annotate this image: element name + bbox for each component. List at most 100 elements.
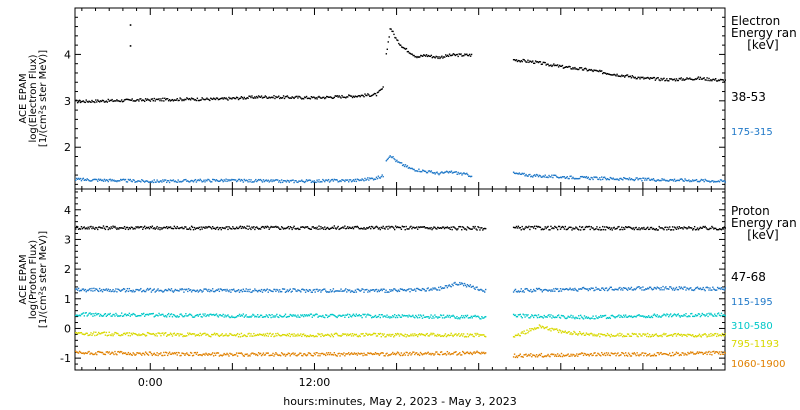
data-point xyxy=(180,313,182,315)
data-point xyxy=(457,284,459,286)
data-point xyxy=(166,289,169,292)
data-point xyxy=(373,353,376,356)
data-point xyxy=(631,228,634,230)
data-point xyxy=(458,53,460,55)
data-point xyxy=(277,96,279,98)
data-point xyxy=(715,80,718,82)
data-point xyxy=(212,355,215,357)
data-point xyxy=(672,354,675,357)
data-point xyxy=(411,352,413,355)
data-point xyxy=(611,352,613,355)
data-point xyxy=(336,95,338,97)
data-point xyxy=(105,179,108,181)
data-point xyxy=(621,74,623,76)
data-point xyxy=(88,179,90,182)
data-point xyxy=(585,354,588,356)
data-point xyxy=(561,330,564,332)
data-point xyxy=(605,73,608,75)
data-point xyxy=(560,65,563,67)
data-point xyxy=(364,313,366,316)
data-point xyxy=(92,290,94,292)
data-point xyxy=(157,98,159,101)
data-point xyxy=(580,352,583,354)
data-point xyxy=(320,97,322,99)
data-point xyxy=(348,289,351,291)
data-point xyxy=(226,226,228,228)
data-point xyxy=(437,333,439,336)
data-point xyxy=(637,354,639,356)
data-point xyxy=(598,353,600,355)
data-point xyxy=(613,73,615,76)
data-point xyxy=(203,288,205,290)
data-point xyxy=(368,333,370,336)
data-point xyxy=(311,96,313,99)
data-point xyxy=(325,290,327,292)
data-point xyxy=(655,315,658,318)
data-point xyxy=(276,96,278,99)
data-point xyxy=(663,289,665,291)
data-point xyxy=(366,354,368,356)
data-point xyxy=(560,332,563,334)
data-point xyxy=(702,334,704,336)
data-point xyxy=(237,315,240,317)
data-point xyxy=(255,97,257,99)
data-point xyxy=(216,226,219,229)
data-point xyxy=(112,313,114,316)
data-point xyxy=(259,96,262,99)
data-point xyxy=(688,78,690,80)
data-point xyxy=(381,88,383,90)
data-point xyxy=(712,333,714,336)
data-point xyxy=(160,98,162,100)
data-point xyxy=(670,315,673,318)
data-point xyxy=(90,313,92,316)
data-point xyxy=(111,98,113,101)
data-point xyxy=(536,326,539,329)
data-point xyxy=(365,332,367,335)
data-point xyxy=(268,354,270,357)
data-point xyxy=(682,315,684,317)
data-point xyxy=(374,332,377,335)
data-point xyxy=(223,316,225,318)
data-point xyxy=(173,314,176,316)
data-point xyxy=(323,179,325,182)
data-point xyxy=(441,353,444,356)
data-point xyxy=(137,180,139,182)
data-point xyxy=(432,172,434,174)
data-point xyxy=(272,179,274,181)
data-point xyxy=(473,315,475,318)
data-point xyxy=(345,353,347,355)
data-point xyxy=(649,179,652,181)
data-point xyxy=(238,178,241,181)
data-point xyxy=(391,156,393,159)
data-point xyxy=(252,227,254,229)
data-point xyxy=(718,79,721,82)
data-point xyxy=(590,352,592,355)
data-point xyxy=(673,313,676,315)
data-point xyxy=(450,315,452,317)
data-point xyxy=(88,350,90,353)
data-point xyxy=(302,333,305,335)
data-point xyxy=(600,355,602,357)
data-point xyxy=(469,175,472,178)
data-point xyxy=(266,225,268,228)
data-point xyxy=(317,96,319,98)
data-point xyxy=(312,314,314,316)
data-point xyxy=(294,96,296,98)
data-point xyxy=(581,69,584,71)
data-point xyxy=(274,335,276,337)
data-point xyxy=(266,288,268,290)
data-point xyxy=(234,334,236,336)
data-point xyxy=(153,316,155,318)
data-point xyxy=(552,290,554,292)
data-point xyxy=(535,173,538,176)
data-point xyxy=(548,229,550,231)
data-point xyxy=(573,354,575,356)
data-point xyxy=(214,334,217,336)
data-point xyxy=(204,181,206,183)
data-point xyxy=(256,316,258,318)
data-point xyxy=(459,172,461,174)
data-point xyxy=(140,98,142,100)
data-point xyxy=(414,56,416,58)
data-point xyxy=(543,228,545,230)
data-point xyxy=(92,226,94,228)
